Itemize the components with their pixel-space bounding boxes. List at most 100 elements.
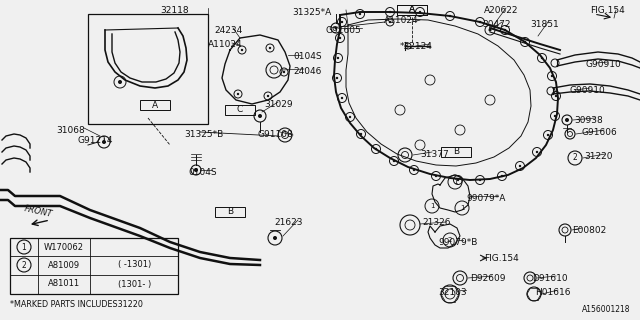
Circle shape [267,95,269,97]
Text: FIG.154: FIG.154 [484,254,519,263]
Circle shape [519,165,521,167]
Text: G91214: G91214 [78,136,113,145]
Circle shape [335,27,337,29]
Circle shape [500,175,503,177]
Text: FRONT: FRONT [23,204,53,220]
Text: 1: 1 [452,179,457,185]
Circle shape [554,115,556,117]
Text: B: B [227,207,233,217]
Circle shape [273,236,277,240]
Circle shape [375,148,377,150]
Circle shape [449,15,451,17]
Text: 32103: 32103 [438,288,467,297]
Text: G91108: G91108 [258,130,294,139]
Circle shape [349,116,351,118]
Circle shape [565,118,569,122]
Text: A: A [409,5,415,14]
Circle shape [555,95,557,97]
Circle shape [547,134,549,136]
Text: A20622: A20622 [484,6,518,15]
Text: H01616: H01616 [535,288,570,297]
Text: 31851: 31851 [530,20,559,29]
Text: *MARKED PARTS INCLUDES31220: *MARKED PARTS INCLUDES31220 [10,300,143,309]
Text: W170062: W170062 [44,243,84,252]
Text: A81011: A81011 [48,279,80,289]
Bar [397,5,427,15]
Circle shape [479,21,481,23]
Circle shape [360,133,362,135]
Text: 31377: 31377 [420,150,449,159]
Circle shape [359,13,361,15]
Text: 1: 1 [429,203,435,209]
Circle shape [118,80,122,84]
Circle shape [536,151,538,153]
Bar [216,207,244,217]
Text: A11024: A11024 [208,40,243,49]
Text: 99079*A: 99079*A [466,194,506,203]
Text: A: A [152,100,158,109]
Bar [397,5,427,15]
Bar [140,100,170,110]
Text: 31220: 31220 [584,152,612,161]
Text: A: A [409,5,415,14]
Text: 32118: 32118 [160,6,189,15]
Text: A81009: A81009 [48,260,80,269]
Circle shape [504,29,506,31]
Text: 0104S: 0104S [293,52,322,61]
Circle shape [269,47,271,49]
Circle shape [241,49,243,51]
Text: 2: 2 [448,237,452,243]
Bar [10,238,178,294]
Circle shape [541,57,543,59]
Text: 24234: 24234 [214,26,243,35]
Text: 1: 1 [22,243,26,252]
Text: 1: 1 [460,205,464,211]
Text: 2: 2 [22,260,26,269]
Circle shape [393,160,396,162]
Bar [88,14,208,124]
Text: 31325*B: 31325*B [184,130,223,139]
Circle shape [524,41,526,43]
Circle shape [258,114,262,118]
Text: (1301- ): (1301- ) [118,279,152,289]
Circle shape [435,175,437,177]
Text: B: B [453,148,459,156]
Text: E00802: E00802 [572,226,606,235]
Circle shape [341,97,343,99]
Circle shape [339,37,341,39]
Text: A156001218: A156001218 [582,305,630,314]
Text: 99079*B: 99079*B [438,238,477,247]
Circle shape [102,140,106,144]
Text: C: C [237,106,243,115]
Text: G90910: G90910 [570,86,605,95]
Circle shape [237,93,239,95]
Text: G90910: G90910 [586,60,621,69]
Circle shape [194,168,198,172]
Text: 21326: 21326 [422,218,451,227]
Text: FIG.154: FIG.154 [590,6,625,15]
Circle shape [479,179,481,181]
Circle shape [388,11,391,13]
Text: ( -1301): ( -1301) [118,260,152,269]
Circle shape [283,71,285,73]
Circle shape [488,28,492,31]
Text: 24046: 24046 [293,67,321,76]
Text: G91605: G91605 [326,26,362,35]
Text: 31325*A: 31325*A [292,8,332,17]
Text: 30472: 30472 [482,20,511,29]
Text: *32124: *32124 [400,42,433,51]
Circle shape [341,21,343,23]
Bar [442,147,470,157]
Text: A11024: A11024 [384,16,419,25]
Text: 30938: 30938 [574,116,603,125]
Text: 31029: 31029 [264,100,292,109]
Circle shape [337,57,339,59]
Circle shape [419,11,421,13]
Text: 2: 2 [573,154,577,163]
Circle shape [413,169,415,171]
Text: G91606: G91606 [582,128,618,137]
Circle shape [457,179,460,181]
Text: D91610: D91610 [532,274,568,283]
Text: D92609: D92609 [470,274,506,283]
Circle shape [551,75,553,77]
